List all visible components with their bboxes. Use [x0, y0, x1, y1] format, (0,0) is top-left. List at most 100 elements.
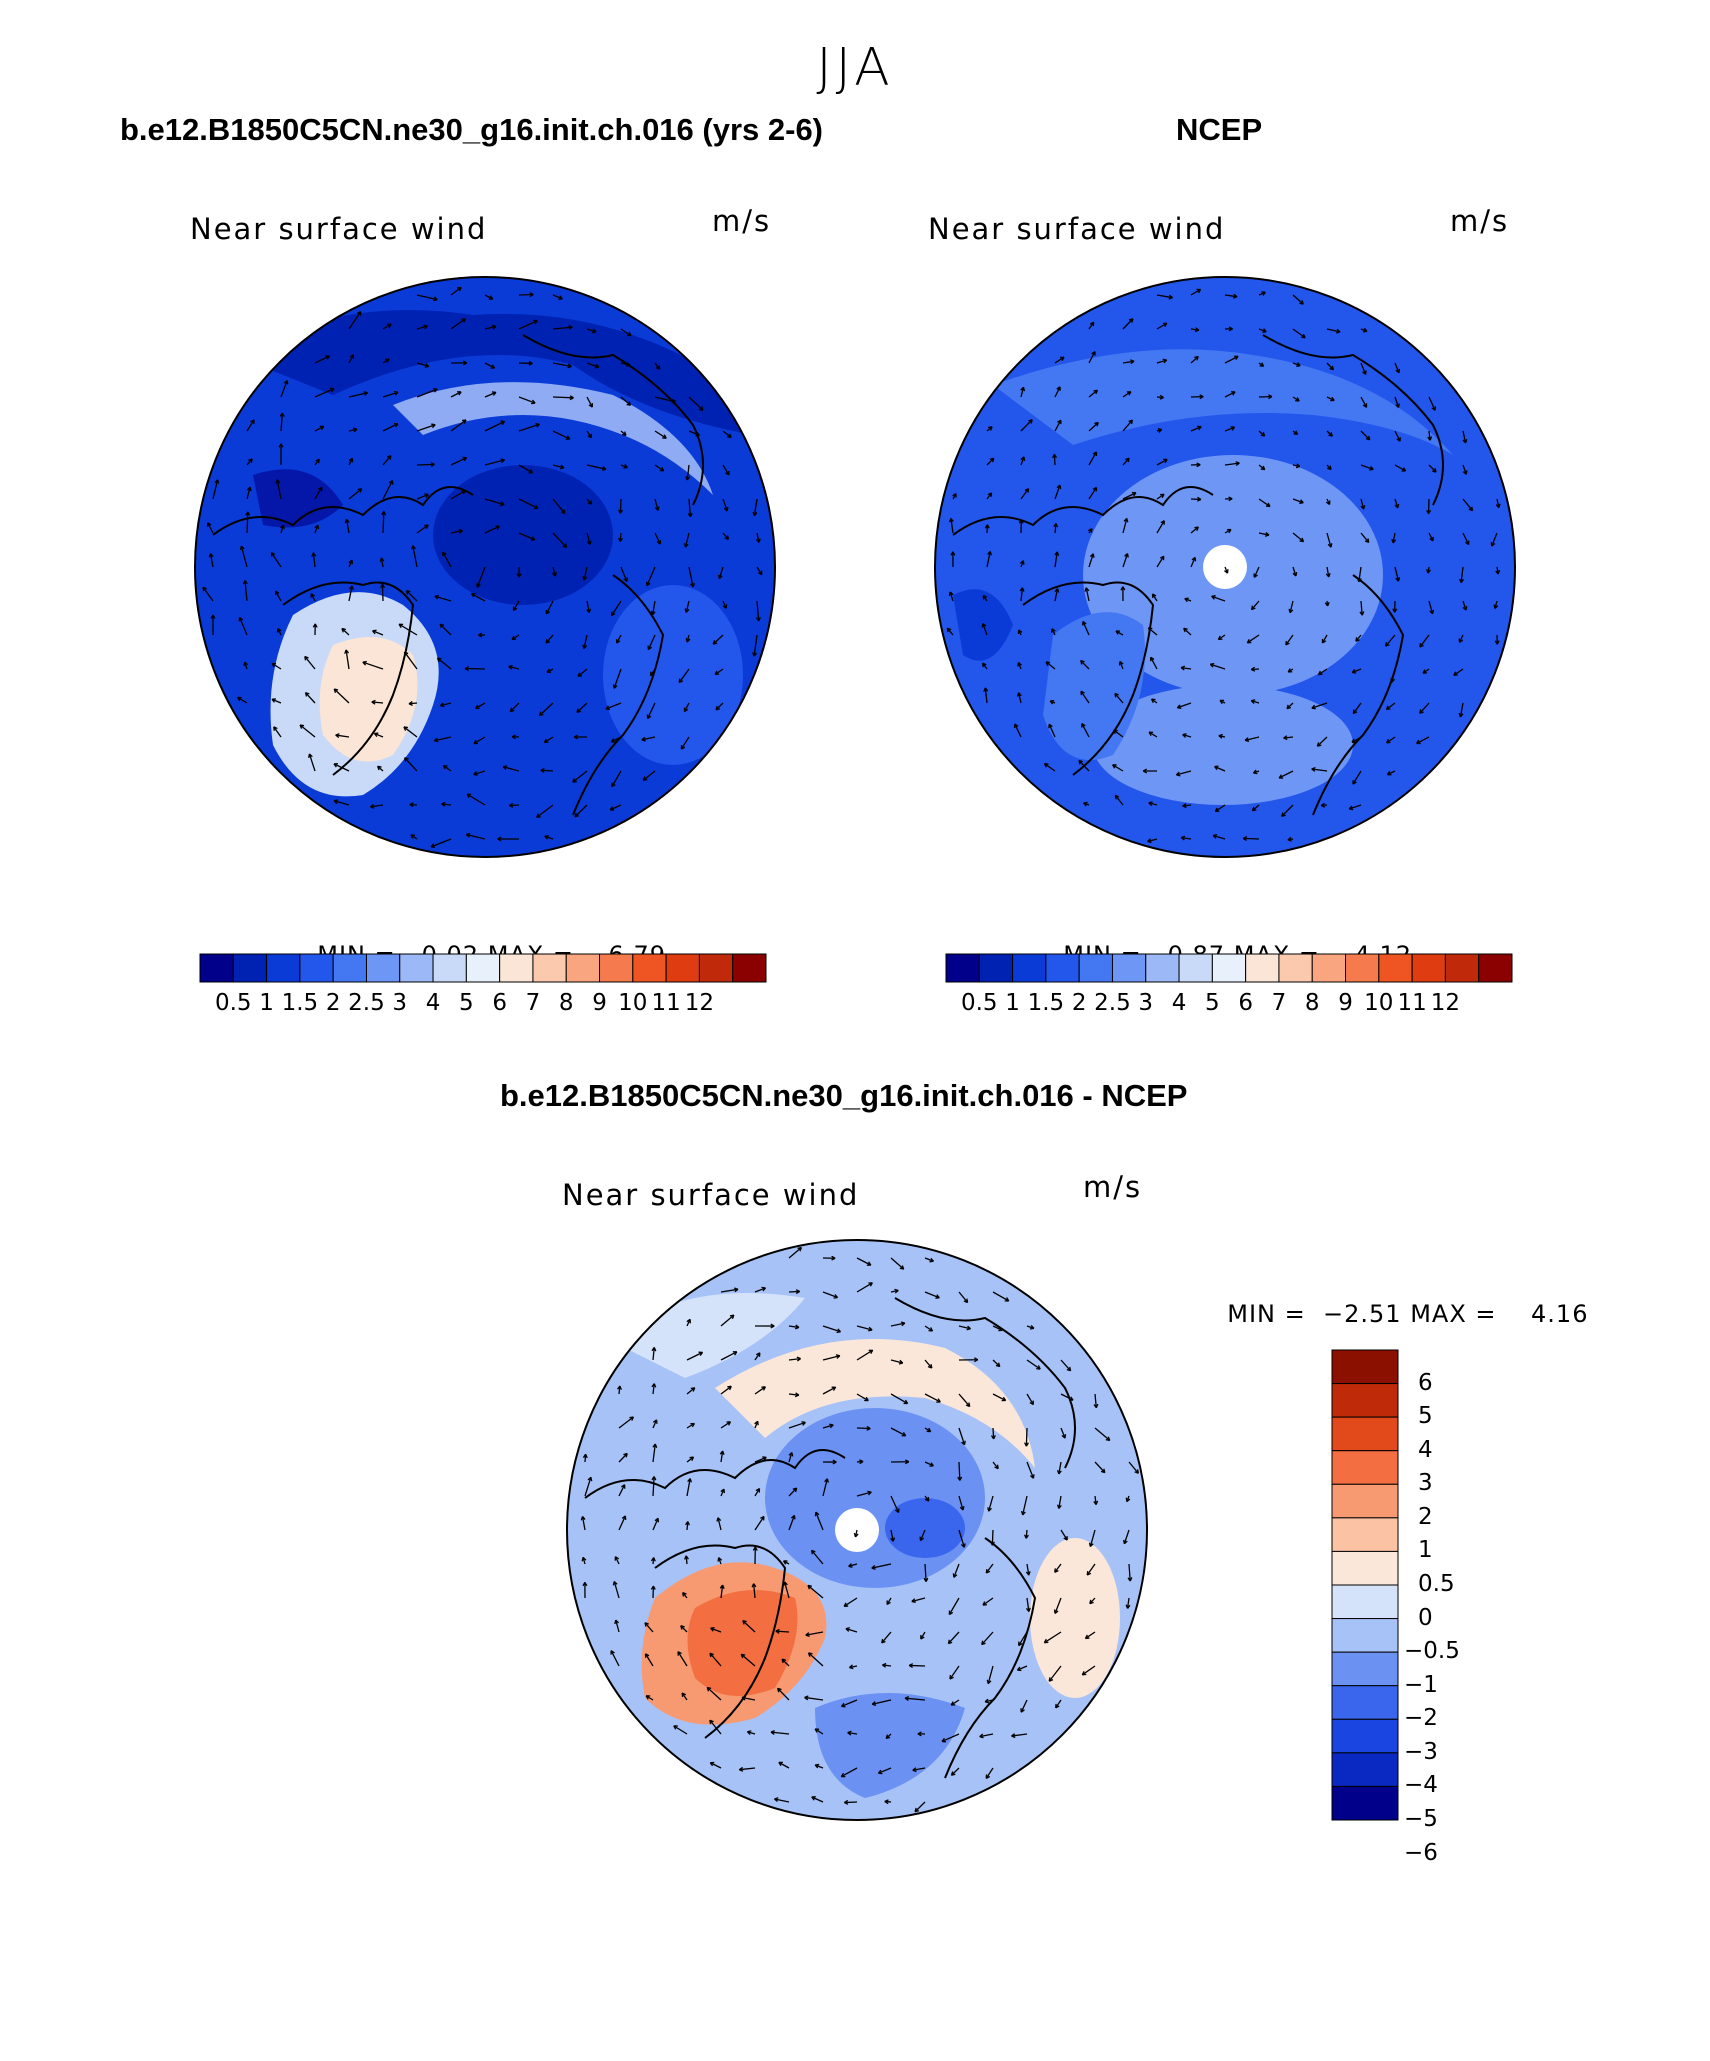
panel2-wind-arrowhead — [1352, 781, 1357, 785]
panel1-wind-arrow — [756, 532, 760, 543]
panel2-wind-arrow — [1044, 763, 1056, 772]
panel2-wind-arrow — [1394, 464, 1406, 472]
panel3-wind-arrow — [686, 1478, 691, 1497]
panel1-wind-arrow — [552, 532, 568, 548]
panel2-wind-arrowhead — [1465, 470, 1468, 475]
panel2-wind-arrow — [986, 457, 995, 466]
panel2-wind-arrow — [1088, 321, 1095, 330]
panel3-wind-arrow — [890, 1529, 894, 1542]
panel3-wind-arrow — [822, 1424, 834, 1429]
panel3-wind-arrowhead — [684, 1555, 687, 1560]
panel1-wind-arrow — [416, 463, 435, 466]
panel1-polar-map — [194, 276, 776, 858]
panel3-wind-arrowhead — [837, 1328, 842, 1333]
panel1-wind-arrow — [685, 600, 690, 613]
panel3-wind-arrow — [1094, 1495, 1097, 1505]
panel1-wind-arrowhead — [237, 697, 241, 702]
panel3-wind-arrowhead — [859, 1459, 864, 1463]
panel3-wind-arrow — [890, 1257, 905, 1270]
panel3-wind-arrowhead — [1136, 1469, 1140, 1474]
panel1-wind-arrow — [362, 661, 384, 670]
panel2-wind-arrowhead — [1194, 526, 1199, 529]
panel3-wind-arrowhead — [734, 1287, 739, 1290]
panel1-colorbar-tick-label: 0.5 — [214, 990, 252, 1016]
panel1-wind-arrow — [475, 702, 486, 710]
panel3-wind-vectors — [580, 1246, 1140, 1813]
panel1-wind-arrowhead — [539, 713, 544, 717]
panel1-wind-arrow — [434, 736, 452, 742]
panel2-wind-arrow — [1311, 768, 1328, 772]
panel2-wind-arrowhead — [1182, 805, 1187, 809]
panel2-wind-arrowhead — [1311, 707, 1316, 710]
panel2-wind-arrow — [1286, 702, 1294, 710]
panel3-wind-arrow — [720, 1351, 738, 1361]
panel1-wind-arrowhead — [560, 464, 565, 469]
panel1-wind-arrow — [345, 519, 350, 534]
panel1-wind-arrow — [430, 838, 452, 848]
panel3-wind-arrowhead — [949, 1611, 954, 1616]
panel2-wind-arrowhead — [1053, 523, 1057, 528]
panel3-wind-arrowhead — [1020, 1709, 1025, 1713]
panel1-wind-arrow — [484, 498, 505, 506]
panel3-wind-arrowhead — [1123, 1540, 1128, 1545]
panel1-wind-arrow — [552, 326, 573, 330]
panel2-wind-arrowhead — [1147, 840, 1152, 844]
panel2-wind-arrowhead — [1296, 397, 1300, 402]
panel1-wind-arrowhead — [658, 365, 661, 370]
panel3-wind-arrow — [720, 1584, 724, 1599]
panel1-colorbar-tick-label: 11 — [651, 990, 681, 1016]
panel2-wind-arrowhead — [1268, 394, 1273, 398]
panel1-wind-arrow — [271, 698, 282, 704]
panel3-wind-arrow — [686, 1521, 689, 1531]
panel1-wind-arrowhead — [370, 806, 375, 809]
panel2-wind-arrow — [986, 551, 991, 568]
panel3-colorbar-box — [1331, 1685, 1399, 1720]
panel1-wind-arrow — [443, 765, 452, 772]
panel3-wind-arrow — [844, 1801, 858, 1804]
panel3-wind-arrowhead — [783, 1560, 787, 1565]
panel1-colorbar-box — [332, 953, 367, 983]
panel1-wind-arrowhead — [410, 834, 414, 839]
panel2-wind-arrow — [1360, 430, 1371, 441]
panel2-wind-arrowhead — [1160, 520, 1165, 524]
panel1-colorbar-box — [665, 953, 700, 983]
panel2-wind-arrow — [1183, 627, 1192, 636]
panel1-wind-arrowhead — [657, 506, 660, 511]
panel2-wind-arrow — [1281, 804, 1294, 817]
panel2-wind-arrowhead — [1024, 488, 1029, 491]
panel1-wind-arrow — [416, 424, 436, 432]
panel2-wind-arrowhead — [1089, 553, 1094, 558]
panel2-wind-arrow — [1113, 729, 1124, 738]
panel3-wind-arrowhead — [867, 1490, 872, 1493]
panel2-wind-arrow — [1416, 736, 1430, 745]
panel1-wind-arrowhead — [624, 431, 627, 436]
panel1-wind-arrowhead — [726, 506, 729, 512]
panel1-field-low3 — [253, 469, 343, 528]
panel1-wind-arrow — [348, 585, 353, 602]
panel1-wind-arrowhead — [311, 552, 314, 557]
panel3-wind-arrow — [754, 1287, 766, 1293]
panel3-field-pos2 — [687, 1590, 798, 1696]
panel1-field-jet — [393, 382, 713, 495]
panel1-wind-arrowhead — [624, 463, 628, 468]
panel2-wind-arrowhead — [1114, 795, 1117, 800]
panel2-wind-arrow — [1122, 391, 1132, 398]
panel1-wind-arrowhead — [278, 443, 282, 448]
panel3-wind-arrowhead — [1103, 1468, 1106, 1473]
panel1-wind-arrow — [314, 486, 323, 500]
panel2-wind-arrow — [1114, 794, 1124, 806]
panel2-wind-arrow — [1458, 634, 1464, 643]
panel2-wind-arrowhead — [1370, 465, 1374, 470]
panel2-wind-arrow — [1394, 566, 1400, 582]
panel1-wind-arrow — [484, 294, 494, 300]
panel3-colorbar-tick-label: −1 — [1404, 1671, 1438, 1698]
panel3-wind-arrow — [618, 1515, 626, 1531]
panel3-wind-arrowhead — [1011, 1735, 1016, 1739]
panel3-wind-arrowhead — [966, 1298, 969, 1303]
panel2-wind-arrowhead — [1252, 809, 1257, 812]
panel3-wind-arrow — [1025, 1529, 1028, 1539]
panel3-wind-arrow — [754, 1352, 761, 1361]
panel3-wind-arrow — [673, 1725, 688, 1735]
panel1-wind-arrow — [304, 656, 316, 670]
panel2-wind-arrow — [1082, 621, 1090, 636]
